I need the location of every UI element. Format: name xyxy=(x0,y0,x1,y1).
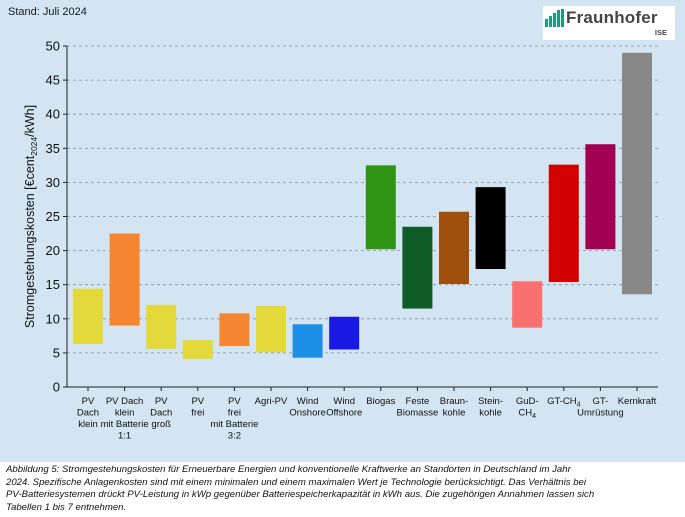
x-tick-label: Kernkraft xyxy=(618,396,657,407)
y-tick-label: 10 xyxy=(46,311,60,326)
x-tick-label: PV Dach klein xyxy=(77,396,99,430)
bar xyxy=(475,187,506,270)
lcoe-chart: 0 5 10 15 20 25 30 35 40 45 50 Stromgestehungskoste… xyxy=(23,39,658,442)
y-tick-label: 5 xyxy=(53,345,60,360)
x-tick-label: PV Dach klein mit Batterie 1:1 xyxy=(101,396,149,442)
y-tick-label: 35 xyxy=(46,141,60,156)
y-tick-label: 50 xyxy=(46,39,60,54)
bar xyxy=(622,52,652,295)
y-tick-label: 45 xyxy=(46,73,60,88)
bar xyxy=(256,305,286,353)
y-tick-label: 30 xyxy=(46,175,60,190)
y-tick-label: 0 xyxy=(53,380,60,395)
bar xyxy=(329,316,360,350)
x-tick-label: GT-CH4 xyxy=(547,396,581,409)
bar xyxy=(439,211,469,285)
caption-line: Tabellen 1 bis 7 entnehmen. xyxy=(6,501,127,513)
x-tick-label: Agri-PV xyxy=(255,396,288,407)
bar xyxy=(548,164,579,282)
x-tick-label: GuD-CH4 xyxy=(516,396,539,420)
caption-line: 2024. Spezifische Anlagenkosten sind mit… xyxy=(6,476,587,488)
x-tick-label: Braun-kohle xyxy=(440,396,469,419)
x-tick-label: Feste Biomasse xyxy=(397,396,439,419)
y-axis-label: Stromgestehungskosten [€cent2024/kWh] xyxy=(23,105,39,328)
bar xyxy=(146,305,177,349)
y-tick-label: 20 xyxy=(46,243,60,258)
logo-name: Fraunhofer xyxy=(566,8,658,27)
y-tick-label: 40 xyxy=(46,107,60,122)
fraunhofer-logo-mark-icon xyxy=(545,9,564,27)
x-tick-label: PV Dach groß xyxy=(150,396,172,430)
fraunhofer-logo: Fraunhofer ISE xyxy=(543,6,675,40)
x-tick-label: PV frei xyxy=(191,396,205,419)
logo-sub: ISE xyxy=(654,28,667,37)
caption-line: Abbildung 5: Stromgestehungskosten für E… xyxy=(6,464,571,475)
bar xyxy=(219,313,250,347)
bar xyxy=(109,233,140,326)
bar xyxy=(292,324,323,358)
bar xyxy=(512,281,543,328)
x-tick-label: Wind Onshore xyxy=(289,396,325,419)
y-tick-label: 25 xyxy=(46,209,60,224)
stand-date: Stand: Juli 2024 xyxy=(8,6,87,18)
bar xyxy=(402,226,433,309)
figure-caption: Abbildung 5: Stromgestehungskosten für E… xyxy=(6,464,678,514)
x-tick-label: PV frei mit Batterie 3:2 xyxy=(210,396,258,442)
x-tick-label: Biogas xyxy=(366,396,395,407)
y-tick-label: 15 xyxy=(46,277,60,292)
x-tick-label: GT-Umrüstung xyxy=(577,396,623,419)
x-tick-label: Stein-kohle xyxy=(478,396,503,419)
bar xyxy=(73,288,103,345)
caption-line: PV-Batteriesystemen drückt PV-Leistung i… xyxy=(6,489,595,500)
x-tick-label: Wind Offshore xyxy=(326,396,362,419)
bar xyxy=(182,339,213,360)
bar xyxy=(365,165,396,250)
bar xyxy=(585,144,616,250)
